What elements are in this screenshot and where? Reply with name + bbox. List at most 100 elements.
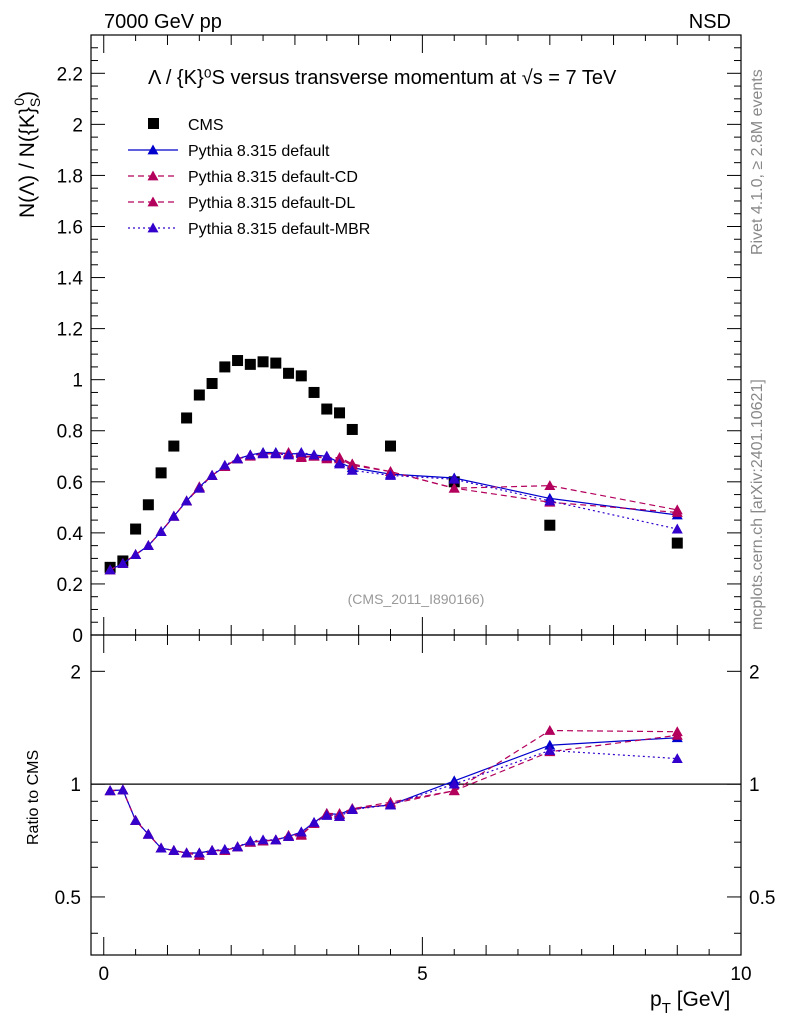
mc-series-marker — [448, 473, 460, 484]
ratio-series-marker — [155, 842, 167, 853]
mc-series-line — [109, 451, 678, 571]
ratio-series-marker — [334, 810, 346, 821]
ratio-series-marker — [206, 845, 218, 855]
ratio-plot-frame — [90, 634, 742, 956]
x-tick-label: 0 — [98, 964, 109, 985]
ratio-series-marker — [671, 753, 683, 763]
mc-series-marker — [448, 482, 460, 493]
ratio-series-marker — [142, 828, 154, 839]
ratio-series-marker — [168, 845, 180, 855]
mc-series-marker — [385, 469, 397, 480]
mcplots-url-label: mcplots.cern.ch [arXiv:2401.10621] — [749, 379, 766, 630]
ratio-series-marker — [544, 739, 556, 750]
x-tick-label: 10 — [730, 964, 751, 985]
legend-marker — [147, 170, 159, 181]
ratio-series-marker — [270, 834, 282, 845]
cms-data-point — [257, 356, 269, 368]
mc-series-marker — [671, 506, 683, 517]
cms-data-point — [270, 357, 282, 369]
plot-title: Λ / {K}⁰S versus transverse momentum at … — [148, 67, 617, 89]
mc-series-marker — [346, 464, 358, 475]
legend-label: Pythia 8.315 default-DL — [188, 195, 355, 212]
cms-data-point — [346, 423, 358, 435]
ratio-series-marker — [232, 841, 244, 852]
rivet-version-label: Rivet 4.1.0, ≥ 2.8M events — [749, 69, 766, 255]
main-y-label-text: N(Λ) / N({K} — [16, 107, 39, 218]
main-y-tick-label: 1.4 — [57, 269, 84, 290]
cms-data-point — [155, 467, 167, 479]
ratio-series-marker — [448, 785, 460, 796]
cms-data-point — [385, 440, 397, 452]
ratio-series-marker — [257, 834, 269, 845]
main-y-tick-label: 0.6 — [57, 473, 83, 494]
analysis-id: (CMS_2011_I890166) — [348, 591, 485, 607]
ratio-series-marker — [671, 729, 683, 740]
ratio-axis-ticks: 0 5 10 0.5 1 2 0.5 1 2 — [55, 635, 775, 985]
header-right: NSD — [689, 11, 731, 33]
mc-series-marker — [181, 495, 193, 506]
mc-series-marker — [117, 558, 129, 568]
cms-data-point — [321, 403, 333, 415]
cms-data-point — [142, 499, 154, 511]
cms-data-point — [232, 355, 244, 367]
cms-data-point — [544, 519, 556, 531]
ratio-series-marker — [219, 843, 231, 854]
mc-series-line — [109, 453, 678, 571]
cms-data-point — [671, 537, 683, 549]
cms-data-point — [219, 361, 231, 373]
mc-series-marker — [232, 453, 244, 464]
mc-series-marker — [206, 469, 218, 480]
ratio-series-line — [110, 734, 678, 857]
legend-marker — [147, 196, 159, 207]
ratio-y-tick-label-right: 0.5 — [749, 888, 775, 909]
mc-series-marker — [346, 459, 358, 470]
x-tick-label: 5 — [417, 964, 428, 985]
ratio-series-marker — [244, 835, 256, 846]
ratio-series-marker — [130, 814, 142, 825]
x-label-sub: T — [662, 1000, 671, 1017]
mc-series-marker — [244, 449, 256, 460]
cms-data-point — [130, 523, 142, 535]
ratio-series-marker — [117, 784, 129, 795]
cms-data-point — [206, 378, 218, 390]
legend-marker — [147, 144, 159, 155]
ratio-series-marker — [385, 799, 397, 810]
ratio-y-tick-label-right: 1 — [749, 775, 760, 796]
mc-series-marker — [544, 480, 556, 491]
main-y-label-end: ) — [16, 91, 39, 98]
cms-data-point — [181, 412, 193, 424]
cms-data-point — [244, 358, 256, 370]
legend-marker-cms — [148, 118, 159, 129]
main-y-tick-label: 1.8 — [57, 166, 83, 187]
cms-data-point — [283, 367, 295, 379]
mc-series-line — [109, 451, 678, 571]
ratio-series-marker — [346, 804, 358, 815]
ratio-y-tick-label: 2 — [70, 662, 81, 683]
ratio-y-axis-label: Ratio to CMS — [25, 750, 42, 845]
x-label-p: p — [650, 988, 662, 1011]
mc-series-marker — [544, 495, 556, 506]
ratio-y-tick-label: 1 — [70, 775, 81, 796]
main-y-label-sub: S — [27, 98, 43, 107]
ratio-series-marker — [321, 809, 333, 820]
mc-series-marker — [270, 448, 282, 459]
ratio-series-marker — [544, 725, 556, 735]
ratio-series-line — [110, 729, 678, 854]
cms-data-point — [308, 386, 320, 398]
main-y-tick-label: 1 — [72, 371, 83, 392]
ratio-series-marker — [308, 816, 320, 827]
cms-data-point — [168, 440, 180, 452]
legend-label: Pythia 8.315 default-MBR — [188, 221, 370, 238]
main-y-tick-label: 0 — [72, 626, 83, 647]
main-axis-ticks: 0 0.2 0.4 0.6 0.8 1 1.2 1.4 1.6 1.8 2 2.2 — [57, 35, 742, 647]
main-y-tick-label: 0.4 — [57, 524, 84, 545]
main-y-label-sup: 0 — [11, 98, 27, 106]
x-label-unit: [GeV] — [671, 988, 731, 1011]
ratio-series-layer — [104, 725, 683, 860]
ratio-series-marker — [104, 785, 116, 796]
ratio-series-marker — [283, 830, 295, 841]
ratio-series-marker — [544, 744, 556, 755]
main-y-tick-label: 1.6 — [57, 217, 83, 238]
legend: CMS Pythia 8.315 default Pythia 8.315 defa… — [128, 117, 370, 238]
mc-series-marker — [142, 540, 154, 551]
